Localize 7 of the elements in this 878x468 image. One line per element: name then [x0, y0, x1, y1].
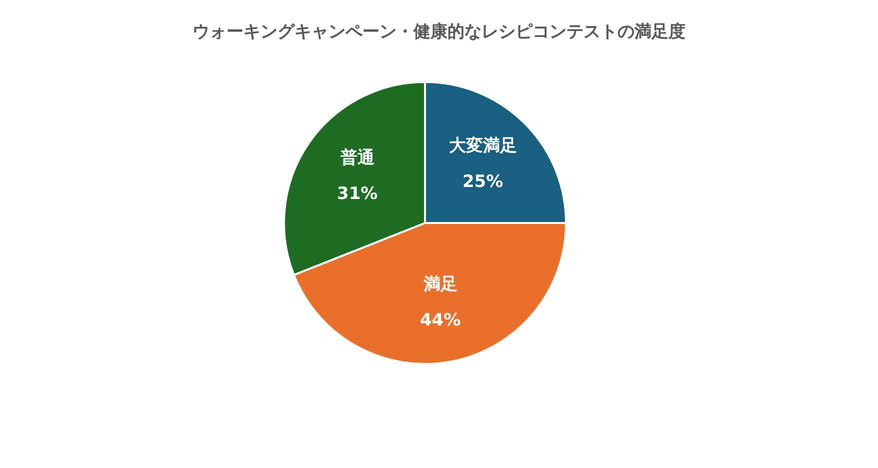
slice-label: 満足 — [422, 274, 458, 294]
data-label: 44% — [420, 310, 461, 330]
data-label: 25% — [462, 172, 504, 192]
data-label: 31% — [337, 184, 378, 204]
chart-title: ウォーキングキャンペーン・健康的なレシピコンテストの満足度 — [192, 21, 686, 43]
slice-label: 普通 — [339, 147, 374, 168]
slice-label: 大変満足 — [448, 136, 517, 156]
